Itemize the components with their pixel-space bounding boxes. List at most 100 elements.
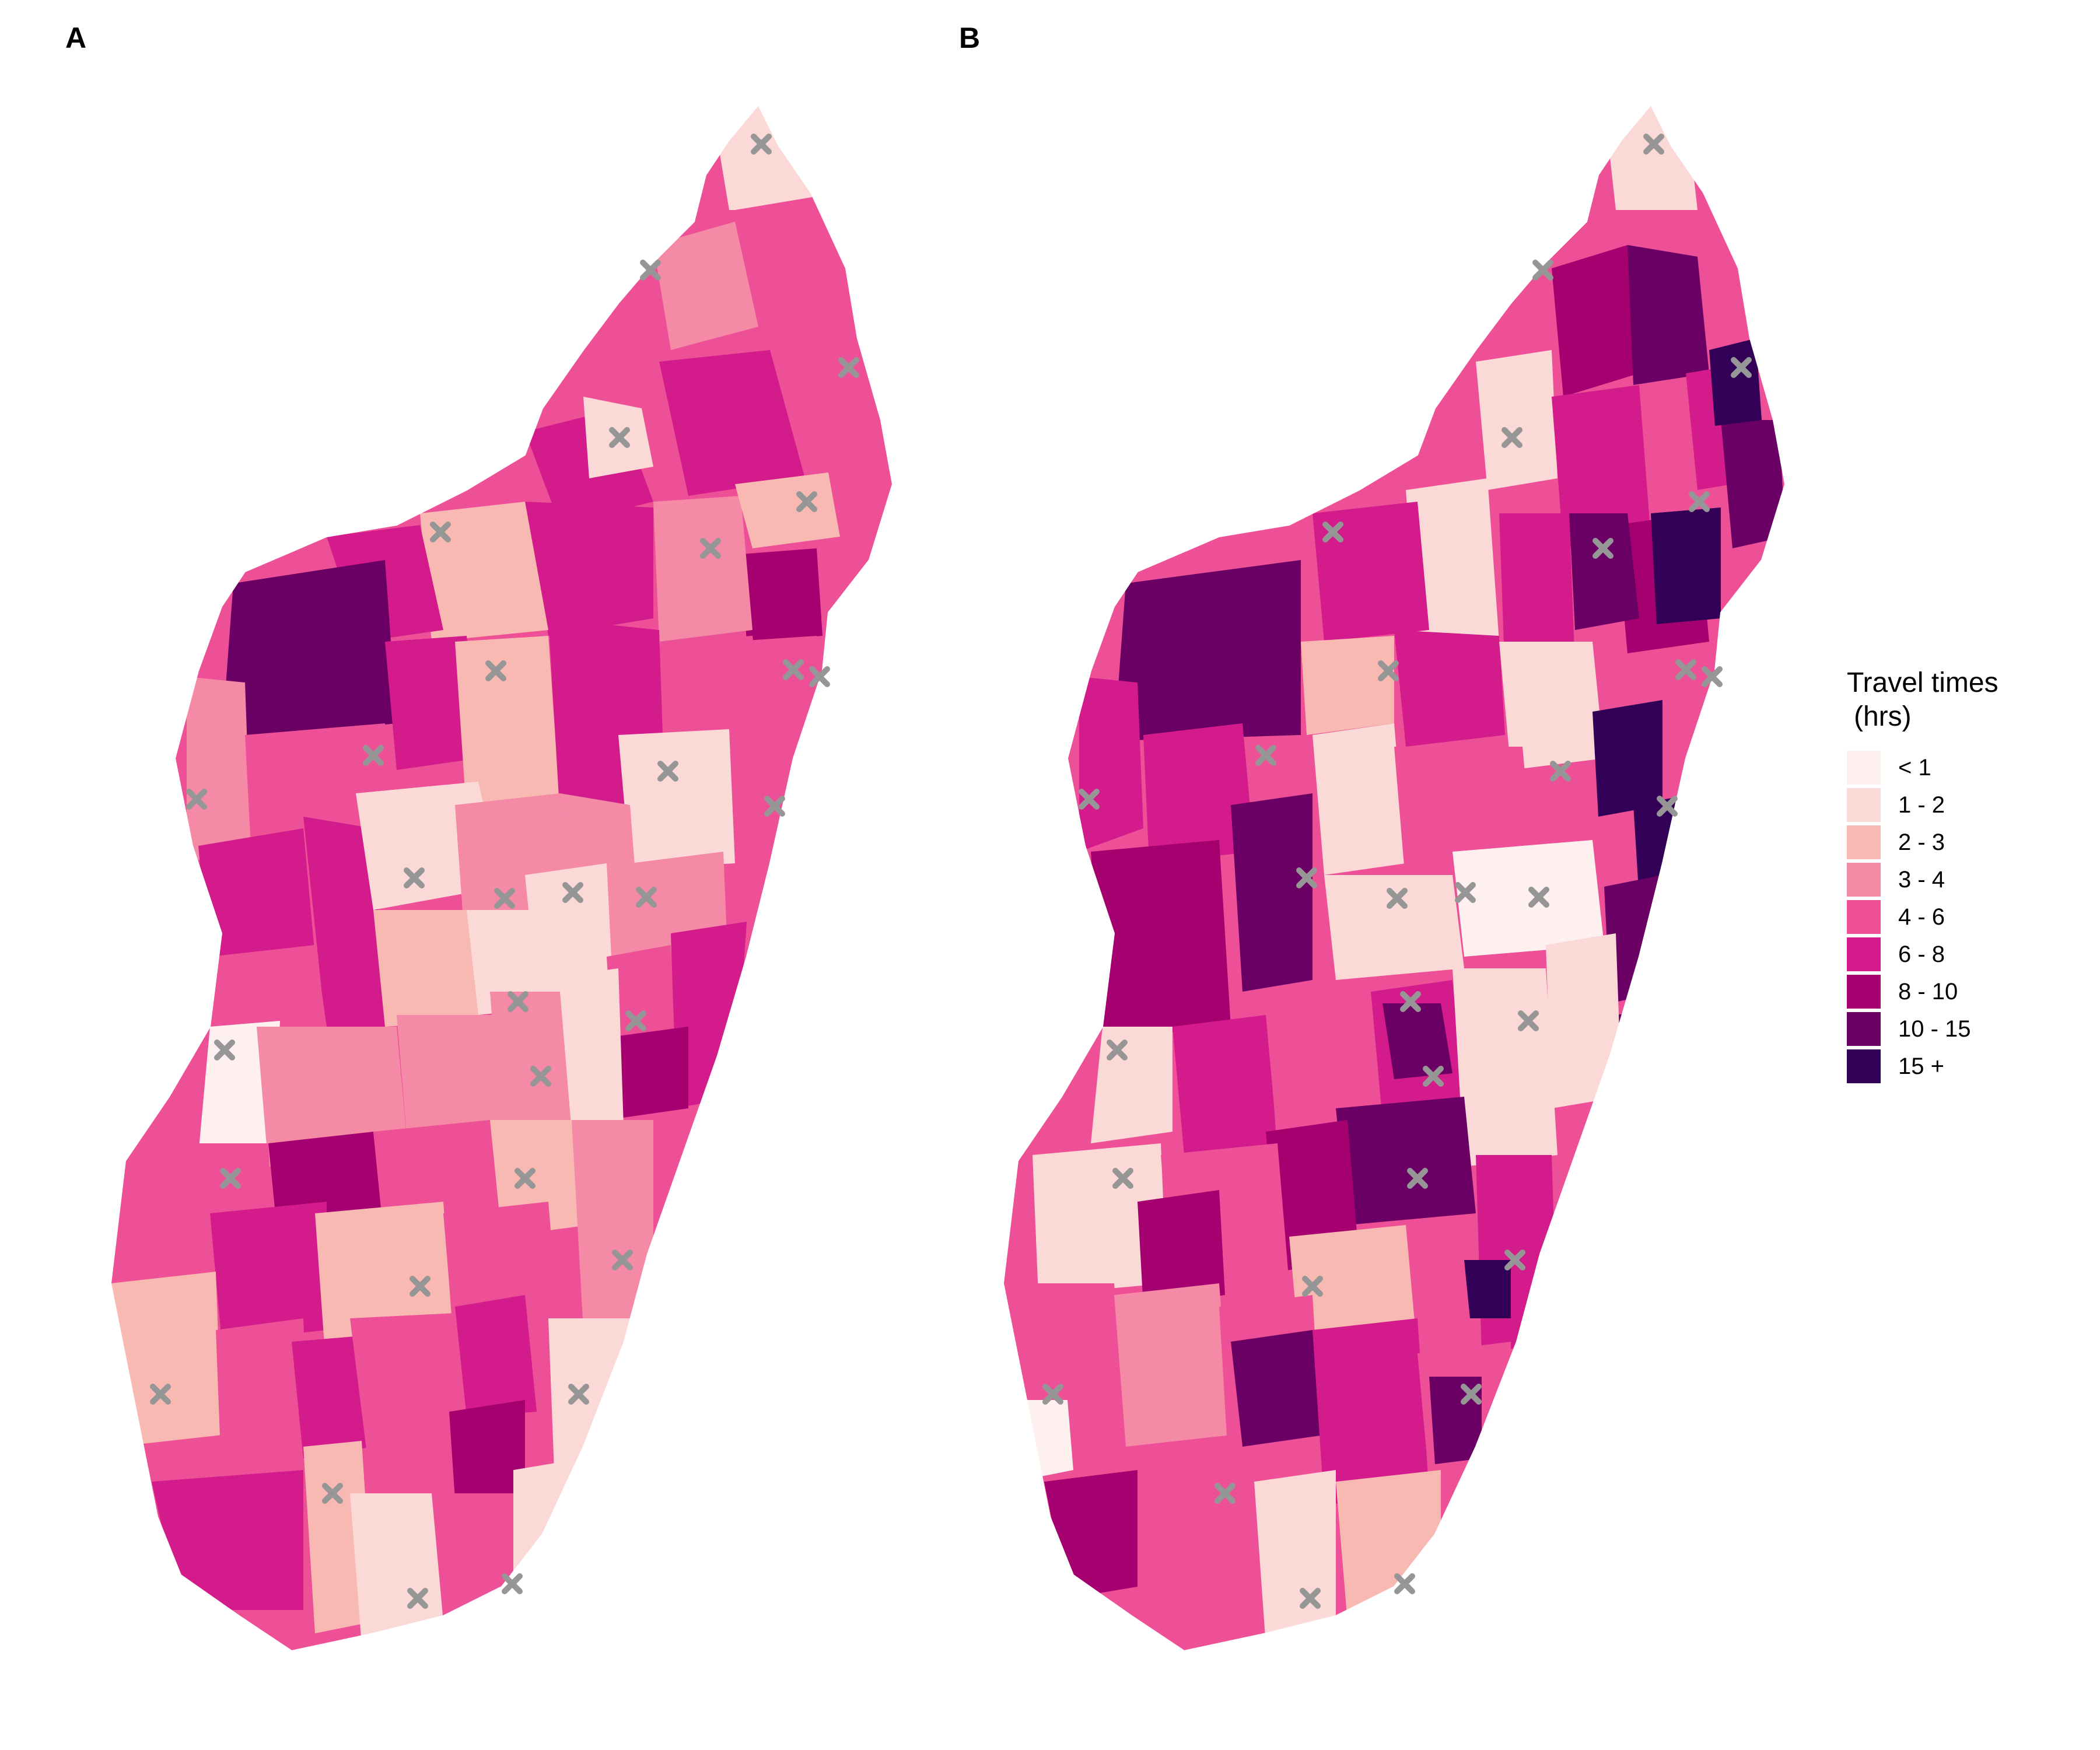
legend: Travel times (hrs) < 1 1 - 2 2 - 3 3 - 4 4 -…	[1847, 666, 1999, 1085]
legend-item: 2 - 3	[1847, 824, 1999, 861]
facility-x-marker	[1296, 867, 1317, 888]
legend-label: 10 - 15	[1898, 1016, 1971, 1042]
district-region	[222, 560, 397, 741]
commune-region	[1452, 968, 1558, 1167]
facility-x-marker	[1657, 796, 1678, 817]
commune-region	[1324, 875, 1464, 980]
facility-x-marker	[220, 1168, 241, 1189]
facility-x-marker	[508, 991, 528, 1012]
district-region	[735, 473, 840, 548]
facility-markers-a	[150, 134, 859, 1609]
commune-region	[1312, 502, 1429, 642]
commune-region	[1592, 700, 1662, 817]
facility-x-marker	[568, 1384, 589, 1405]
facility-x-marker	[751, 134, 772, 155]
commune-region	[1032, 1143, 1167, 1295]
district-region	[712, 105, 817, 210]
facility-x-marker	[1518, 1010, 1539, 1031]
facility-x-marker	[809, 666, 830, 687]
facility-x-marker	[1423, 1066, 1444, 1087]
legend-item: < 1	[1847, 749, 1999, 786]
legend-swatch	[1847, 1012, 1881, 1046]
district-region	[397, 1015, 513, 1155]
commune-region	[1394, 630, 1505, 747]
district-region	[292, 1336, 373, 1458]
district-region	[659, 350, 805, 496]
facility-x-marker	[1455, 882, 1476, 903]
facility-x-marker	[1407, 1168, 1428, 1189]
facility-x-marker	[1042, 1384, 1063, 1405]
legend-item: 8 - 10	[1847, 973, 1999, 1010]
legend-title-line1: Travel times	[1847, 667, 1999, 698]
facility-x-marker	[625, 1010, 646, 1031]
commune-region	[1312, 1318, 1429, 1505]
facility-markers-b	[1042, 134, 1752, 1609]
commune-region	[1138, 1190, 1225, 1307]
district-region	[350, 1493, 443, 1645]
facility-x-marker	[530, 1066, 551, 1087]
map-panel-b	[1003, 104, 1785, 1651]
facility-x-marker	[1592, 538, 1614, 559]
legend-label: 1 - 2	[1898, 792, 1945, 818]
facility-x-marker	[700, 538, 721, 559]
district-region	[111, 1272, 222, 1447]
facility-x-marker	[1112, 1168, 1133, 1189]
facility-x-marker	[1643, 134, 1664, 155]
facility-x-marker	[404, 867, 425, 888]
facility-x-marker	[1532, 260, 1553, 281]
legend-swatch	[1847, 751, 1881, 785]
district-regions-a	[111, 105, 887, 1645]
facility-x-marker	[410, 1276, 430, 1297]
commune-region	[1091, 1027, 1172, 1143]
commune-region	[1569, 513, 1639, 630]
commune-region	[1382, 1003, 1452, 1079]
legend-title-line2: (hrs)	[1854, 701, 1912, 732]
facility-x-marker	[214, 1040, 235, 1060]
facility-x-marker	[1214, 1483, 1236, 1504]
facility-x-marker	[1675, 659, 1696, 680]
legend-label: 2 - 3	[1898, 829, 1945, 855]
district-region	[350, 1312, 478, 1505]
commune-region	[1628, 245, 1709, 385]
legend-label: 8 - 10	[1898, 978, 1958, 1005]
commune-region	[1172, 1015, 1278, 1155]
map-panel-a	[110, 104, 892, 1651]
legend-label: 6 - 8	[1898, 941, 1945, 967]
commune-region	[1452, 840, 1604, 957]
panel-label-b: B	[959, 22, 981, 54]
district-region	[152, 1470, 303, 1610]
commune-region	[1499, 642, 1604, 770]
facility-x-marker	[636, 887, 657, 908]
facility-x-marker	[322, 1483, 343, 1504]
legend-items: < 1 1 - 2 2 - 3 3 - 4 4 - 6 6 - 8 8 - 10 10 - 1…	[1847, 749, 1999, 1085]
facility-x-marker	[1731, 357, 1752, 378]
district-region	[525, 502, 653, 636]
district-region	[303, 1441, 373, 1633]
facility-x-marker	[1502, 427, 1522, 448]
facility-x-marker	[363, 745, 384, 766]
commune-region	[1476, 350, 1558, 490]
commune-region	[1079, 677, 1143, 852]
legend-label: 15 +	[1898, 1053, 1944, 1079]
district-region	[455, 636, 560, 817]
commune-region	[1546, 933, 1622, 1108]
commune-region	[1044, 1470, 1138, 1598]
district-region	[420, 502, 548, 642]
facility-x-marker	[1079, 789, 1100, 810]
commune-region	[1143, 723, 1254, 863]
legend-label: 3 - 4	[1898, 866, 1945, 892]
facility-x-marker	[609, 427, 630, 448]
facility-x-marker	[657, 761, 678, 782]
facility-x-marker	[485, 660, 506, 681]
district-region	[723, 636, 817, 852]
facility-x-marker	[430, 522, 451, 542]
district-region	[525, 863, 612, 992]
commune-region	[1499, 513, 1575, 677]
commune-region	[1406, 478, 1499, 653]
facility-x-marker	[1702, 666, 1723, 687]
commune-region	[1464, 1260, 1511, 1318]
facility-x-marker	[1107, 1040, 1128, 1060]
facility-x-marker	[1322, 522, 1343, 542]
commune-region	[1114, 560, 1301, 741]
facility-x-marker	[640, 260, 661, 281]
